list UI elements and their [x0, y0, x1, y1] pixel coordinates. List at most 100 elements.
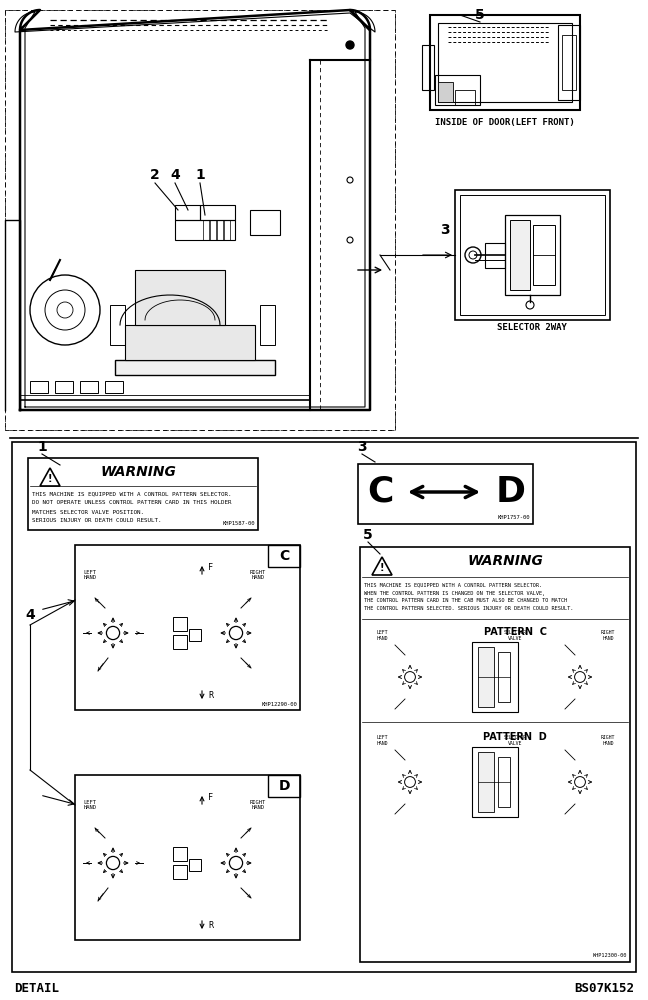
Bar [55, 381, 73, 393]
Bar [173, 617, 187, 631]
Bar [30, 381, 48, 393]
Text: RIGHT
HAND: RIGHT HAND [250, 800, 266, 810]
Text: !: ! [380, 563, 384, 573]
Bar [510, 220, 530, 290]
Circle shape [404, 777, 415, 787]
Text: WHEN THE CONTROL PATTERN IS CHANGED ON THE SELECTOR VALVE,: WHEN THE CONTROL PATTERN IS CHANGED ON T… [364, 590, 545, 595]
Text: C: C [367, 475, 393, 509]
Text: D: D [496, 475, 526, 509]
Text: LEFT
HAND: LEFT HAND [376, 630, 388, 641]
Bar [175, 220, 235, 240]
Bar [438, 23, 572, 102]
Text: SELECTOR
VALVE: SELECTOR VALVE [503, 630, 526, 641]
Text: RIGHT
HAND: RIGHT HAND [250, 570, 266, 580]
Text: C: C [279, 549, 289, 563]
Text: KHP1587-00: KHP1587-00 [222, 521, 255, 526]
Text: INSIDE OF DOOR(LEFT FRONT): INSIDE OF DOOR(LEFT FRONT) [435, 117, 575, 126]
Bar [203, 220, 209, 240]
Bar [173, 865, 187, 879]
Bar [210, 220, 216, 240]
Text: WARNING: WARNING [467, 554, 543, 568]
Circle shape [465, 247, 481, 263]
Text: F: F [208, 792, 213, 802]
Text: BS07K152: BS07K152 [574, 982, 634, 994]
Bar [455, 90, 475, 105]
Text: R: R [208, 692, 213, 700]
Bar [422, 45, 434, 90]
Bar [268, 545, 300, 567]
Text: !: ! [48, 474, 52, 484]
Text: THE CONTROL PATTERN CARD IN THE CAB MUST ALSO BE CHANGED TO MATCH: THE CONTROL PATTERN CARD IN THE CAB MUST… [364, 598, 567, 603]
Text: DO NOT OPERATE UNLESS CONTROL PATTERN CARD IN THIS HOLDER: DO NOT OPERATE UNLESS CONTROL PATTERN CA… [32, 500, 231, 506]
Text: D: D [278, 779, 290, 793]
Bar [558, 25, 580, 100]
Circle shape [526, 301, 534, 309]
Text: DETAIL: DETAIL [14, 982, 59, 994]
Bar [28, 458, 258, 530]
Bar [110, 305, 125, 345]
Text: WARNING: WARNING [100, 465, 176, 479]
Text: 3: 3 [440, 223, 450, 237]
Bar [438, 82, 453, 102]
Bar [478, 752, 494, 812]
Bar [135, 270, 225, 325]
Bar [268, 775, 300, 797]
Circle shape [346, 41, 354, 49]
Text: LEFT
HAND: LEFT HAND [84, 570, 97, 580]
Text: SELECTOR 2WAY: SELECTOR 2WAY [497, 324, 567, 332]
Text: SELECTOR
VALVE: SELECTOR VALVE [503, 735, 526, 746]
Text: LEFT
HAND: LEFT HAND [84, 800, 97, 810]
Circle shape [575, 777, 585, 787]
Text: THE CONTROL PATTERN SELECTED. SERIOUS INJURY OR DEATH COULD RESULT.: THE CONTROL PATTERN SELECTED. SERIOUS IN… [364, 606, 573, 611]
Bar [455, 190, 610, 320]
Circle shape [575, 672, 585, 682]
Bar [115, 360, 275, 375]
Bar [562, 35, 576, 90]
Bar [498, 757, 510, 807]
Text: 1: 1 [37, 440, 47, 454]
Bar [435, 75, 480, 105]
Circle shape [106, 856, 120, 870]
Bar [217, 220, 223, 240]
Bar [460, 195, 605, 315]
Polygon shape [40, 468, 60, 486]
Text: LEFT
HAND: LEFT HAND [376, 735, 388, 746]
Text: F: F [208, 562, 213, 572]
Text: 5: 5 [475, 8, 485, 22]
Bar [75, 775, 300, 940]
Bar [189, 859, 201, 871]
Bar [189, 629, 201, 641]
Bar [430, 15, 580, 110]
Bar [358, 464, 533, 524]
Circle shape [229, 626, 242, 640]
Bar [200, 205, 235, 220]
Bar [80, 381, 98, 393]
Text: 2: 2 [150, 168, 160, 182]
Circle shape [106, 626, 120, 640]
Text: R: R [208, 922, 213, 930]
Text: KHP12290-00: KHP12290-00 [261, 702, 297, 707]
Bar [498, 652, 510, 702]
Circle shape [404, 672, 415, 682]
Text: 3: 3 [357, 440, 367, 454]
Text: 5: 5 [363, 528, 373, 542]
Bar [360, 547, 630, 962]
Text: SERIOUS INJURY OR DEATH COULD RESULT.: SERIOUS INJURY OR DEATH COULD RESULT. [32, 518, 161, 524]
Text: KHP12300-00: KHP12300-00 [593, 953, 627, 958]
Bar [472, 642, 518, 712]
Text: MATCHES SELECTOR VALVE POSITION.: MATCHES SELECTOR VALVE POSITION. [32, 510, 144, 514]
Text: PATTERN  C: PATTERN C [483, 627, 546, 637]
Text: RIGHT
HAND: RIGHT HAND [601, 630, 615, 641]
Bar [12, 442, 636, 972]
Bar [505, 215, 560, 295]
Bar [105, 381, 123, 393]
Bar [533, 225, 555, 285]
Text: THIS MACHINE IS EQUIPPED WITH A CONTROL PATTERN SELECTOR.: THIS MACHINE IS EQUIPPED WITH A CONTROL … [32, 491, 231, 496]
Bar [472, 747, 518, 817]
Text: RIGHT
HAND: RIGHT HAND [601, 735, 615, 746]
Bar [75, 545, 300, 710]
Bar [478, 647, 494, 707]
Bar [175, 205, 200, 220]
Text: PATTERN  D: PATTERN D [483, 732, 547, 742]
Circle shape [229, 856, 242, 870]
